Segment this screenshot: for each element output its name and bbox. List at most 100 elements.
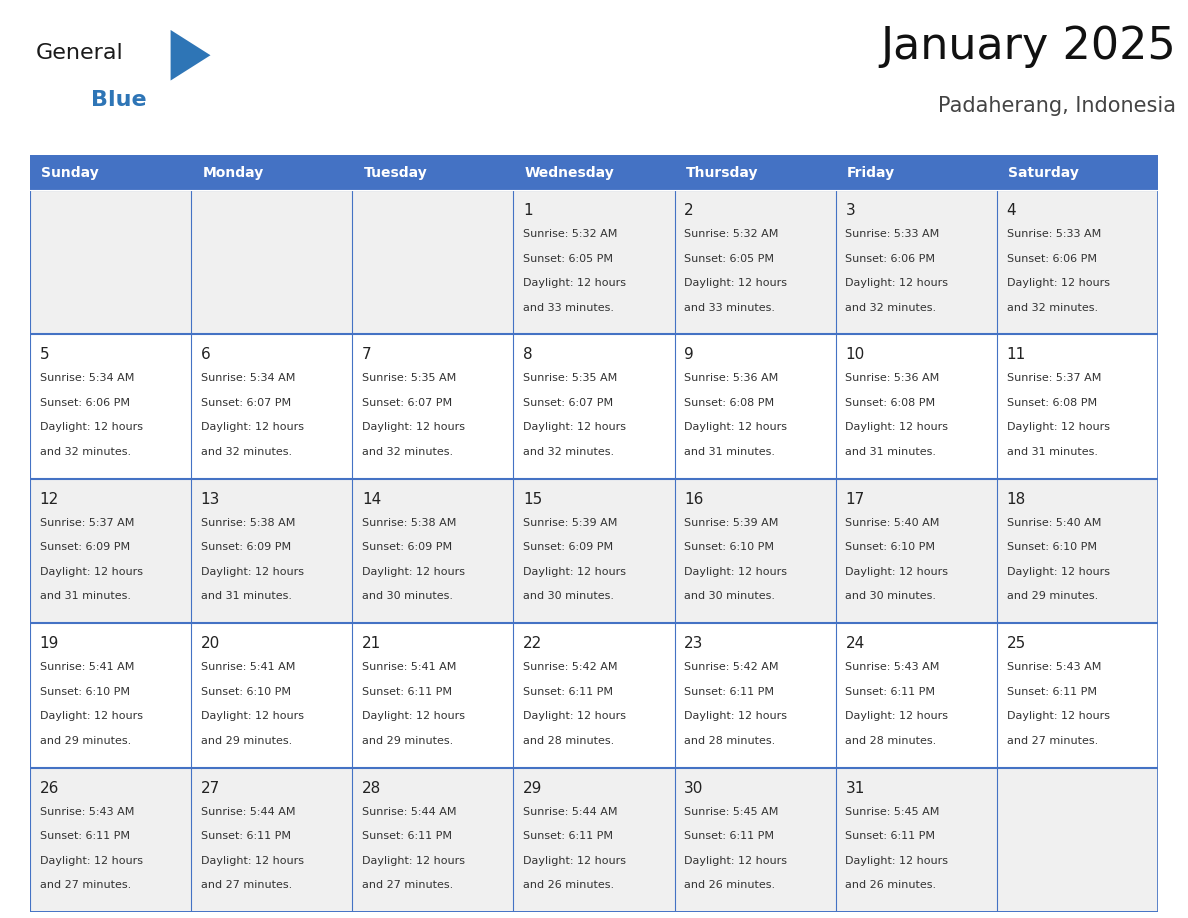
Text: Sunset: 6:06 PM: Sunset: 6:06 PM [846, 253, 935, 263]
Text: and 28 minutes.: and 28 minutes. [523, 736, 614, 745]
Bar [835, 155, 997, 190]
Text: Daylight: 12 hours: Daylight: 12 hours [846, 711, 948, 722]
Text: and 32 minutes.: and 32 minutes. [362, 447, 453, 457]
Text: Sunrise: 5:37 AM: Sunrise: 5:37 AM [39, 518, 134, 528]
Text: Daylight: 12 hours: Daylight: 12 hours [362, 856, 465, 866]
Text: and 33 minutes.: and 33 minutes. [684, 303, 776, 313]
Text: 9: 9 [684, 347, 694, 363]
Bar [835, 190, 997, 334]
Text: and 31 minutes.: and 31 minutes. [1006, 447, 1098, 457]
Bar [30, 155, 191, 190]
Text: Sunset: 6:07 PM: Sunset: 6:07 PM [523, 397, 613, 408]
Text: Padaherang, Indonesia: Padaherang, Indonesia [939, 95, 1176, 116]
Text: Sunday: Sunday [42, 165, 99, 180]
Text: Sunrise: 5:42 AM: Sunrise: 5:42 AM [523, 662, 618, 672]
Text: 1: 1 [523, 203, 532, 218]
Text: Sunrise: 5:37 AM: Sunrise: 5:37 AM [1006, 374, 1101, 384]
Text: 14: 14 [362, 492, 381, 507]
Text: Saturday: Saturday [1009, 165, 1079, 180]
Bar [513, 155, 675, 190]
Text: and 32 minutes.: and 32 minutes. [201, 447, 292, 457]
Bar [835, 479, 997, 623]
Text: Daylight: 12 hours: Daylight: 12 hours [1006, 422, 1110, 432]
Text: Sunset: 6:08 PM: Sunset: 6:08 PM [846, 397, 935, 408]
Text: Sunrise: 5:44 AM: Sunrise: 5:44 AM [523, 807, 618, 817]
Text: 5: 5 [39, 347, 49, 363]
Text: Sunset: 6:10 PM: Sunset: 6:10 PM [39, 687, 129, 697]
Text: and 29 minutes.: and 29 minutes. [362, 736, 453, 745]
Text: 7: 7 [362, 347, 372, 363]
Text: Sunset: 6:08 PM: Sunset: 6:08 PM [1006, 397, 1097, 408]
Text: 4: 4 [1006, 203, 1016, 218]
Text: Daylight: 12 hours: Daylight: 12 hours [684, 278, 788, 288]
Bar [513, 623, 675, 767]
Text: 2: 2 [684, 203, 694, 218]
Text: and 32 minutes.: and 32 minutes. [39, 447, 131, 457]
Text: Daylight: 12 hours: Daylight: 12 hours [523, 422, 626, 432]
Text: Sunset: 6:11 PM: Sunset: 6:11 PM [39, 831, 129, 841]
Text: Sunrise: 5:33 AM: Sunrise: 5:33 AM [846, 229, 940, 239]
Text: 20: 20 [201, 636, 220, 651]
Text: and 28 minutes.: and 28 minutes. [846, 736, 936, 745]
Text: Sunrise: 5:44 AM: Sunrise: 5:44 AM [362, 807, 456, 817]
Text: and 30 minutes.: and 30 minutes. [846, 591, 936, 601]
Text: 10: 10 [846, 347, 865, 363]
Text: 16: 16 [684, 492, 703, 507]
Text: Sunset: 6:09 PM: Sunset: 6:09 PM [523, 543, 613, 553]
Text: Daylight: 12 hours: Daylight: 12 hours [362, 422, 465, 432]
Text: Daylight: 12 hours: Daylight: 12 hours [39, 422, 143, 432]
Bar [675, 190, 835, 334]
Text: Sunset: 6:11 PM: Sunset: 6:11 PM [1006, 687, 1097, 697]
Text: 11: 11 [1006, 347, 1025, 363]
Text: Daylight: 12 hours: Daylight: 12 hours [684, 567, 788, 577]
Text: Sunrise: 5:39 AM: Sunrise: 5:39 AM [523, 518, 618, 528]
Text: Daylight: 12 hours: Daylight: 12 hours [523, 856, 626, 866]
Text: Daylight: 12 hours: Daylight: 12 hours [684, 422, 788, 432]
Text: Daylight: 12 hours: Daylight: 12 hours [362, 711, 465, 722]
Text: Sunset: 6:09 PM: Sunset: 6:09 PM [362, 543, 453, 553]
Text: and 32 minutes.: and 32 minutes. [846, 303, 936, 313]
Bar [353, 479, 513, 623]
Bar [675, 767, 835, 912]
Text: 19: 19 [39, 636, 59, 651]
Text: and 31 minutes.: and 31 minutes. [201, 591, 292, 601]
Text: and 26 minutes.: and 26 minutes. [684, 880, 776, 890]
Bar [997, 767, 1158, 912]
Bar [675, 155, 835, 190]
Bar [191, 334, 353, 479]
Bar [191, 190, 353, 334]
Text: and 33 minutes.: and 33 minutes. [523, 303, 614, 313]
Bar [513, 190, 675, 334]
Bar [30, 767, 191, 912]
Bar [835, 334, 997, 479]
Text: Daylight: 12 hours: Daylight: 12 hours [39, 856, 143, 866]
Text: Sunrise: 5:40 AM: Sunrise: 5:40 AM [846, 518, 940, 528]
Text: January 2025: January 2025 [880, 26, 1176, 69]
Text: and 28 minutes.: and 28 minutes. [684, 736, 776, 745]
Text: Wednesday: Wednesday [525, 165, 614, 180]
Text: and 32 minutes.: and 32 minutes. [1006, 303, 1098, 313]
Text: and 30 minutes.: and 30 minutes. [523, 591, 614, 601]
Text: Sunrise: 5:34 AM: Sunrise: 5:34 AM [39, 374, 134, 384]
Text: Sunset: 6:11 PM: Sunset: 6:11 PM [846, 687, 935, 697]
Text: and 26 minutes.: and 26 minutes. [523, 880, 614, 890]
Text: Sunrise: 5:36 AM: Sunrise: 5:36 AM [846, 374, 940, 384]
Bar [353, 190, 513, 334]
Bar [513, 479, 675, 623]
Text: Sunset: 6:11 PM: Sunset: 6:11 PM [362, 687, 451, 697]
Text: Friday: Friday [847, 165, 895, 180]
Text: 22: 22 [523, 636, 543, 651]
Text: Sunrise: 5:45 AM: Sunrise: 5:45 AM [684, 807, 778, 817]
Text: Sunset: 6:05 PM: Sunset: 6:05 PM [684, 253, 775, 263]
Text: 24: 24 [846, 636, 865, 651]
Text: Sunrise: 5:42 AM: Sunrise: 5:42 AM [684, 662, 779, 672]
Text: 12: 12 [39, 492, 59, 507]
Text: Sunrise: 5:43 AM: Sunrise: 5:43 AM [39, 807, 134, 817]
Text: Daylight: 12 hours: Daylight: 12 hours [201, 567, 304, 577]
Bar [353, 767, 513, 912]
Text: General: General [36, 43, 124, 63]
Bar [191, 767, 353, 912]
Text: and 32 minutes.: and 32 minutes. [523, 447, 614, 457]
Text: Daylight: 12 hours: Daylight: 12 hours [523, 278, 626, 288]
Text: Sunset: 6:11 PM: Sunset: 6:11 PM [846, 831, 935, 841]
